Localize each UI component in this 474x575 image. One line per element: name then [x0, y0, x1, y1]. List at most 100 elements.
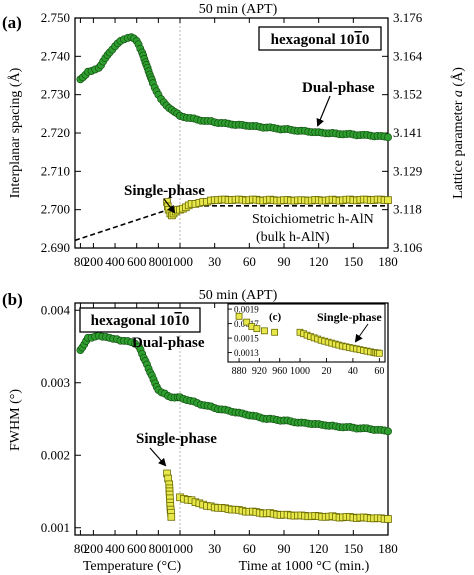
panel-b-x-tick-label: 200	[84, 541, 104, 556]
panel-b-single-phase-label: Single-phase	[136, 431, 217, 447]
panel-b-x-tick-label: 80	[74, 541, 87, 556]
panel-b-x-tick-label: 180	[378, 541, 398, 556]
panel-b-dual-phase-point	[384, 427, 392, 436]
panel-b-data-points	[76, 331, 392, 523]
inset-c-single-phase-point	[261, 327, 268, 335]
panel-a-bulk-label: (bulk h-AlN)	[256, 230, 330, 245]
inset-c-single-phase-label: Single-phase	[317, 310, 382, 324]
panel-b-x-tick-label: 600	[127, 541, 147, 556]
panel-a-y2-tick-label: 3.129	[393, 163, 422, 178]
panel-a-stoichiometric-dashed-line	[74, 205, 181, 242]
panel-a-x-tick-label: 60	[243, 254, 256, 269]
panel-b-plot-frame	[74, 302, 389, 536]
panel-a-x-tick-label: 80	[74, 254, 87, 269]
panel-a-label: (a)	[2, 13, 22, 32]
panel-b-title: hexagonal 1010	[91, 313, 190, 329]
panel-a-y-axis-label: Interplanar spacing (Å)	[7, 67, 23, 198]
inset-c-x-tick-label: 960	[272, 366, 287, 377]
panel-a-x-tick-label: 800	[149, 254, 169, 269]
panel-b-dual-phase-label: Dual-phase	[132, 335, 205, 351]
panel-a-y-tick-label: 2.730	[41, 87, 70, 102]
inset-c-x-tick-label: 60	[374, 366, 384, 377]
panel-a-y2-tick-label: 3.152	[393, 87, 422, 102]
panel-a-y2-axis-label: Lattice parameter a (Å)	[450, 67, 466, 199]
panel-a-x-tick-label: 90	[278, 254, 291, 269]
inset-c-y-tick-label: 0.0013	[234, 348, 259, 358]
inset-c-data-points	[235, 312, 383, 357]
panel-b-x-axis-label-time: Time at 1000 °C (min.)	[239, 559, 370, 574]
panel-a-reference-line	[74, 205, 388, 242]
panel-b-y-tick-label: 0.002	[41, 447, 70, 462]
inset-c-single-phase-point	[375, 349, 383, 357]
panel-a-y-tick-label: 2.720	[41, 125, 70, 140]
inset-c-x-tick-label: 880	[232, 366, 247, 377]
panel-a-y-tick-label: 2.710	[41, 163, 70, 178]
panel-a-dual-phase-label: Dual-phase	[302, 80, 375, 96]
inset-c-single-phase-point	[271, 328, 279, 336]
panel-a-x-tick-label: 200	[84, 254, 104, 269]
inset-c-x-tick-label: 40	[348, 366, 358, 377]
panel-b-x-tick-label: 60	[243, 541, 256, 556]
panel-b-title-box	[79, 307, 201, 333]
panel-b-single-phase-arrow	[149, 447, 167, 467]
panel-b-x-tick-label: 1000	[167, 541, 193, 556]
panel-a-stoichiometric-label: Stoichiometric h-AlN	[252, 212, 374, 227]
panel-b-single-phase-point	[167, 513, 176, 521]
panel-a-y2-tick-label: 3.141	[393, 125, 422, 140]
panel-b-y-tick-label: 0.001	[41, 520, 70, 535]
panel-a-top-axis-label: 50 min (APT)	[199, 2, 278, 17]
panel-a-y2-tick-label: 3.106	[393, 240, 423, 255]
panel-b-x-tick-label: 800	[149, 541, 169, 556]
panel-a-single-phase-label: Single-phase	[124, 183, 205, 199]
inset-c: 0.00130.00150.00170.00198809209601000204…	[227, 303, 386, 377]
panel-a-y-tick-label: 2.700	[41, 202, 70, 217]
panel-a-y2-tick-label: 3.118	[393, 202, 422, 217]
panel-b-label: (b)	[2, 290, 23, 309]
inset-c-single-phase-point	[243, 318, 251, 326]
panel-a-x-tick-label: 120	[309, 254, 329, 269]
panel-a-y-tick-label: 2.740	[41, 48, 70, 63]
inset-c-y-tick-label: 0.0015	[234, 334, 259, 344]
inset-c-single-phase-arrow	[354, 323, 369, 343]
panel-a-title-box	[258, 26, 382, 51]
panel-a-x-tick-label: 180	[378, 254, 398, 269]
panel-a-y-tick-label: 2.750	[41, 10, 70, 25]
panel-a-x-tick-label: 1000	[167, 254, 193, 269]
inset-c-x-tick-label: 1000	[290, 366, 310, 377]
panel-a-title: hexagonal 1010	[271, 32, 370, 48]
panel-b-x-axis-label-temperature: Temperature (°C)	[83, 559, 182, 574]
panel-b-y-axis-label: FWHM (°)	[8, 389, 23, 451]
panel-a-y-tick-label: 2.690	[41, 240, 70, 255]
panel-b-single-phase-point	[384, 515, 392, 523]
inset-c-x-tick-label: 920	[252, 366, 267, 377]
panel-a-data-points	[76, 33, 392, 220]
panel-a-x-tick-label: 150	[344, 254, 364, 269]
panel-a-x-tick-label: 600	[127, 254, 147, 269]
panel-b-top-axis-label: 50 min (APT)	[199, 288, 278, 303]
panel-b-x-tick-label: 150	[344, 541, 364, 556]
panel-b-x-tick-label: 30	[208, 541, 221, 556]
panel-b-x-tick-label: 90	[278, 541, 291, 556]
panel-a-x-tick-label: 30	[208, 254, 221, 269]
panel-b-y-tick-label: 0.003	[41, 375, 70, 390]
inset-c-single-phase-point	[235, 312, 243, 320]
panel-a-y2-tick-label: 3.176	[393, 10, 423, 25]
panel-a-single-phase-point	[384, 196, 392, 204]
panel-a-y2-tick-label: 3.164	[393, 48, 423, 63]
panel-b-x-tick-label: 120	[309, 541, 329, 556]
inset-c-single-phase-point	[253, 325, 261, 333]
panel-b-x-tick-label: 400	[105, 541, 125, 556]
panel-a-dual-phase-arrow	[316, 95, 331, 127]
inset-c-x-tick-label: 20	[321, 366, 331, 377]
panel-a-x-tick-label: 400	[105, 254, 125, 269]
panel-a-dual-phase-point	[384, 133, 392, 142]
panel-b-y-tick-label: 0.004	[41, 302, 71, 317]
panel-a-single-phase-arrow	[163, 198, 176, 214]
inset-c-label: (c)	[269, 311, 282, 323]
inset-c-y-tick-label: 0.0019	[234, 305, 259, 315]
